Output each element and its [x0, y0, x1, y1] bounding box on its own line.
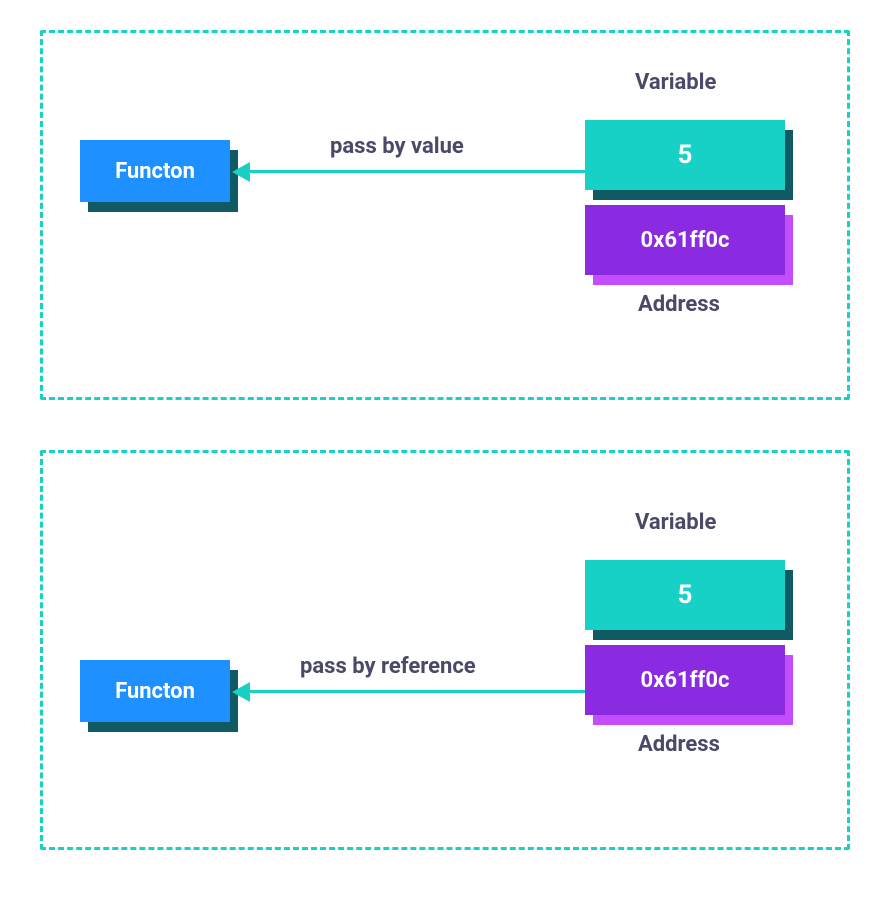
value-text-2: 5 — [678, 580, 693, 610]
address-text-1: 0x61ff0c — [641, 228, 730, 253]
address-label-2: Address — [638, 732, 720, 757]
address-text-2: 0x61ff0c — [641, 668, 730, 693]
arrow-head-1 — [232, 162, 250, 182]
function-box-1: Functon — [80, 140, 230, 202]
value-box-2: 5 — [585, 560, 785, 630]
diagram-canvas: Variable Functon 5 0x61ff0c Address pass… — [0, 0, 890, 900]
variable-label-2: Variable — [635, 510, 716, 535]
address-label-1: Address — [638, 292, 720, 317]
value-box-1: 5 — [585, 120, 785, 190]
function-text-2: Functon — [115, 679, 195, 704]
address-box-2: 0x61ff0c — [585, 645, 785, 715]
variable-label-1: Variable — [635, 70, 716, 95]
function-box-2: Functon — [80, 660, 230, 722]
arrow-caption-2: pass by reference — [300, 654, 476, 679]
arrow-caption-1: pass by value — [330, 134, 464, 159]
arrow-line-1 — [250, 170, 585, 173]
address-box-1: 0x61ff0c — [585, 205, 785, 275]
value-text-1: 5 — [678, 140, 693, 170]
arrow-head-2 — [232, 682, 250, 702]
arrow-line-2 — [250, 690, 585, 693]
function-text-1: Functon — [115, 159, 195, 184]
